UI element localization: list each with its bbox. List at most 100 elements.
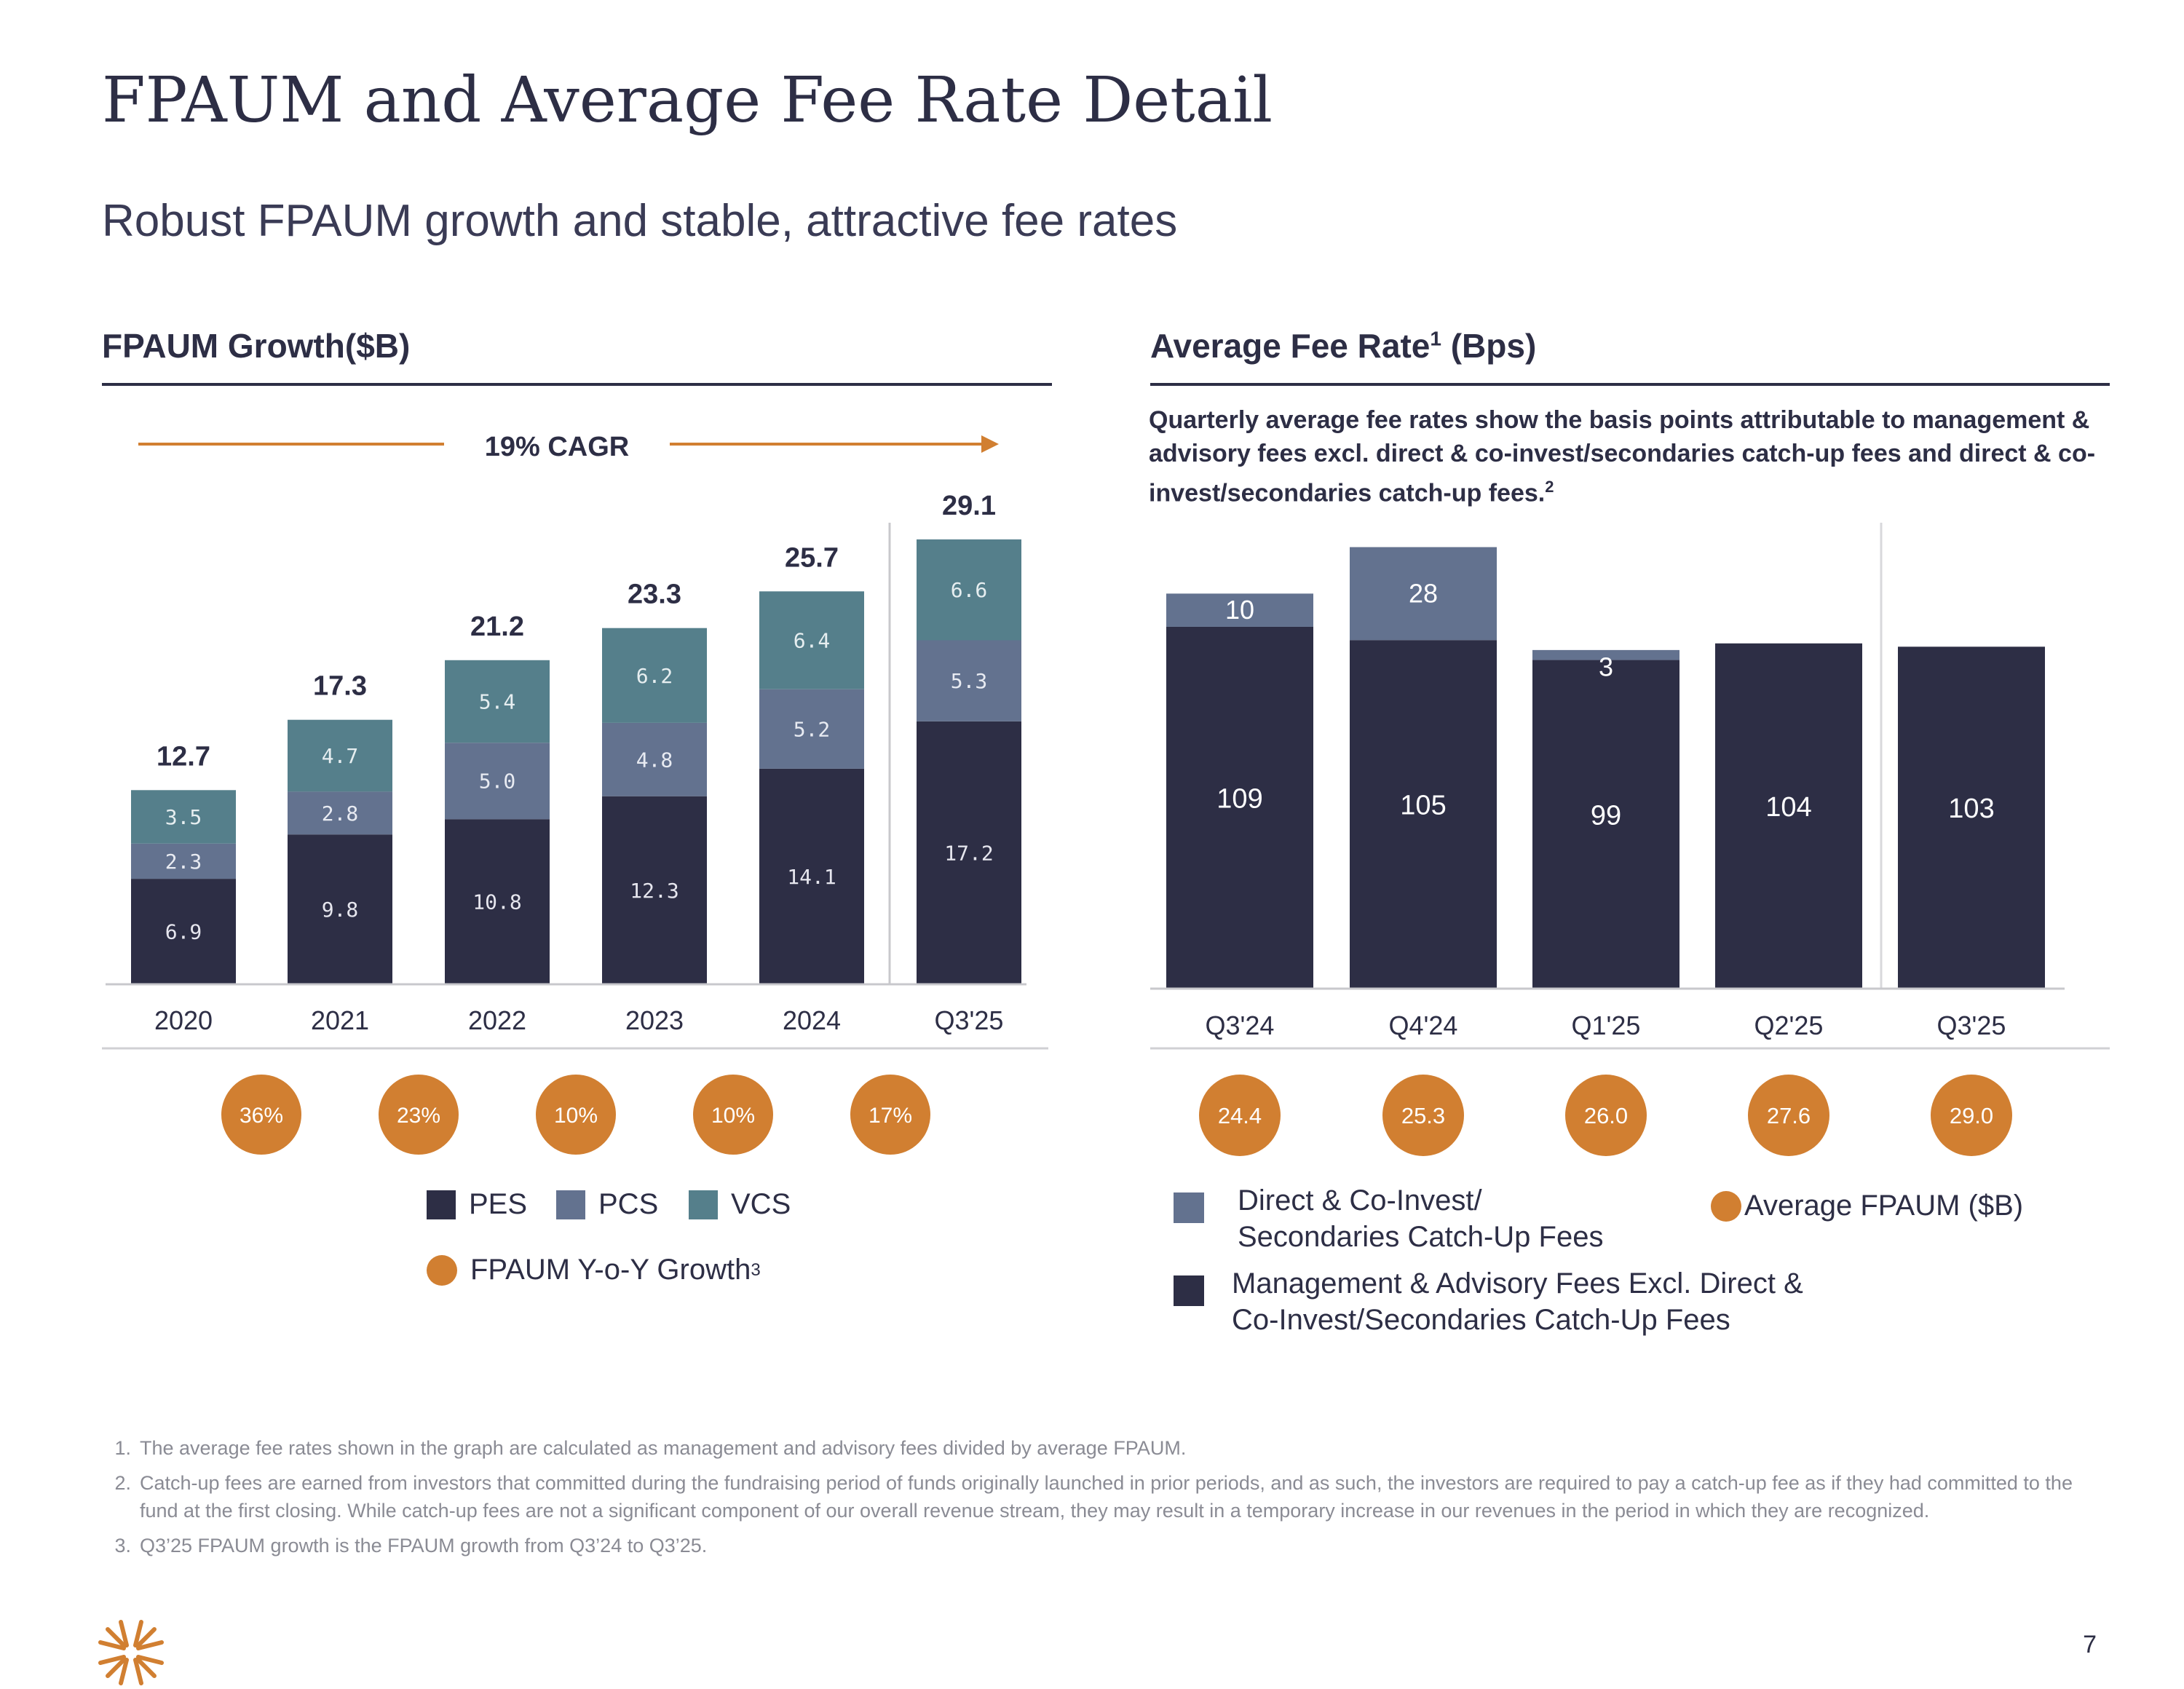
bar-segment-mgmt-fees — [1532, 660, 1679, 989]
yoy-growth-label: 36% — [240, 1104, 283, 1128]
legend-yoy-growth: FPAUM Y-o-Y Growth 3 — [427, 1254, 761, 1286]
bar-segment-label: 2.3 — [165, 850, 202, 874]
fpaum-growth-chart: 19% CAGR 6.9 2.3 3.5 12.7 2020 9.8 2.8 4.7 17.3 20… — [102, 432, 1048, 1155]
x-tick-label: 2023 — [625, 1005, 684, 1035]
average-fpaum-label: 24.4 — [1218, 1103, 1262, 1128]
bar-segment-catchup-fees — [1532, 649, 1679, 660]
bar-segment-mgmt-fees — [1166, 626, 1313, 989]
fpaum-growth-heading: FPAUM Growth($B) — [102, 327, 411, 365]
fee-rate-description: Quarterly average fee rates show the bas… — [1149, 406, 2096, 507]
bar-segment-pcs — [602, 722, 707, 796]
x-tick-label: 2024 — [783, 1005, 841, 1035]
bar-segment-pes — [445, 819, 550, 984]
right-heading-rule — [1150, 383, 2110, 386]
bar-segment-label: 4.8 — [636, 748, 673, 772]
bar-segment-label: 17.2 — [944, 841, 993, 865]
pcs-swatch — [556, 1190, 585, 1219]
catchup-fee-label: 3 — [1599, 652, 1613, 682]
bar-segment-mgmt-fees — [1350, 640, 1497, 989]
pes-swatch — [427, 1190, 456, 1219]
catchup-fee-label: 28 — [1409, 578, 1438, 608]
footnote-3: 3. Q3’25 FPAUM growth is the FPAUM growth… — [114, 1535, 708, 1557]
average-fpaum-bubble — [1565, 1075, 1647, 1156]
yoy-growth-bubble — [693, 1075, 773, 1155]
yoy-growth-label: 17% — [869, 1104, 912, 1128]
bar-segment-label: 6.4 — [794, 629, 831, 653]
x-tick-label: Q3'25 — [935, 1005, 1004, 1035]
left-heading-rule — [102, 383, 1052, 386]
bar-total-label: 29.1 — [942, 491, 996, 521]
bar-total-label: 12.7 — [157, 741, 210, 772]
page-title: FPAUM and Average Fee Rate Detail — [102, 64, 1273, 137]
yoy-growth-bubble — [850, 1075, 930, 1155]
mgmt-fee-label: 103 — [1948, 794, 1994, 824]
yoy-growth-label: 23% — [397, 1104, 440, 1128]
mgmt-swatch — [1174, 1275, 1204, 1306]
yoy-growth-label: 10% — [711, 1104, 755, 1128]
bar-segment-label: 12.3 — [630, 879, 678, 903]
legend-mgmt-fees: Management & Advisory Fees Excl. Direct … — [1232, 1267, 1803, 1336]
bar-segment-vcs — [917, 539, 1021, 641]
bar-segment-pcs — [131, 843, 236, 879]
mgmt-fee-label: 109 — [1216, 783, 1262, 814]
bar-segment-label: 6.6 — [951, 578, 988, 602]
x-tick-label: Q3'24 — [1206, 1010, 1275, 1040]
average-fpaum-label: 29.0 — [1950, 1103, 1993, 1128]
x-tick-label: Q3'25 — [1937, 1010, 2006, 1040]
bar-segment-label: 5.2 — [794, 717, 831, 741]
bar-segment-pes — [602, 796, 707, 984]
mgmt-fee-label: 104 — [1765, 792, 1811, 823]
bar-segment-label: 5.4 — [479, 690, 516, 714]
page-number: 7 — [2083, 1631, 2097, 1658]
x-tick-label: 2020 — [154, 1005, 213, 1035]
average-fpaum-bubble — [1199, 1075, 1281, 1156]
fee-rate-chart: 109 10 Q3'24 105 28 Q4'24 99 3 Q1'25 104 Q2'25 103 Q… — [1150, 523, 2110, 1156]
bar-segment-pes — [917, 721, 1021, 984]
bar-segment-label: 3.5 — [165, 805, 202, 829]
bar-segment-vcs — [288, 719, 392, 792]
bar-segment-pcs — [917, 640, 1021, 721]
average-fpaum-bubble — [1382, 1075, 1464, 1156]
bar-segment-pcs — [445, 743, 550, 820]
x-tick-label: Q2'25 — [1754, 1010, 1824, 1040]
footnotes: 1. The average fee rates shown in the gra… — [80, 1434, 2089, 1567]
bar-segment-label: 6.2 — [636, 664, 673, 688]
bar-segment-label: 9.8 — [322, 898, 359, 922]
bar-segment-pcs — [759, 689, 864, 769]
yoy-growth-bubble — [536, 1075, 616, 1155]
average-fpaum-bubble — [1748, 1075, 1829, 1156]
average-fpaum-label: 27.6 — [1767, 1103, 1811, 1128]
footnote-2: 2. Catch-up fees are earned from investor… — [114, 1472, 2073, 1522]
company-logo-icon — [98, 1620, 164, 1685]
mgmt-fee-label: 99 — [1591, 800, 1621, 831]
x-tick-label: 2022 — [468, 1005, 526, 1035]
bar-segment-vcs — [759, 591, 864, 689]
legend-average-fpaum: Average FPAUM ($B) — [1711, 1190, 2023, 1222]
cagr-label: 19% CAGR — [485, 432, 630, 462]
legend-pes: PES — [427, 1188, 527, 1221]
bar-segment-label: 5.0 — [479, 770, 516, 794]
avg-fpaum-dot — [1711, 1190, 1741, 1222]
fee-rate-heading: Average Fee Rate1 (Bps) — [1150, 327, 1537, 365]
bar-segment-label: 10.8 — [472, 890, 521, 914]
bar-segment-pes — [288, 834, 392, 984]
average-fpaum-label: 26.0 — [1584, 1103, 1628, 1128]
bar-segment-label: 2.8 — [322, 802, 359, 826]
bar-segment-label: 4.7 — [322, 744, 359, 768]
bar-segment-pes — [759, 768, 864, 984]
bar-segment-vcs — [131, 790, 236, 844]
bar-segment-pcs — [288, 791, 392, 835]
yoy-growth-bubble — [379, 1075, 459, 1155]
bar-total-label: 21.2 — [470, 612, 524, 642]
mgmt-fee-label: 105 — [1400, 791, 1446, 821]
bar-segment-label: 5.3 — [951, 669, 988, 693]
yoy-growth-bubble — [221, 1075, 301, 1155]
x-tick-label: Q4'24 — [1389, 1010, 1458, 1040]
bar-segment-label: 6.9 — [165, 920, 202, 944]
average-fpaum-label: 25.3 — [1401, 1103, 1445, 1128]
x-tick-label: Q1'25 — [1572, 1010, 1641, 1040]
yoy-growth-label: 10% — [554, 1104, 598, 1128]
bar-total-label: 23.3 — [628, 580, 681, 610]
bar-segment-label: 14.1 — [787, 865, 836, 889]
legend-catchup-fees: Direct & Co-Invest/Secondaries Catch-Up … — [1238, 1184, 1604, 1253]
